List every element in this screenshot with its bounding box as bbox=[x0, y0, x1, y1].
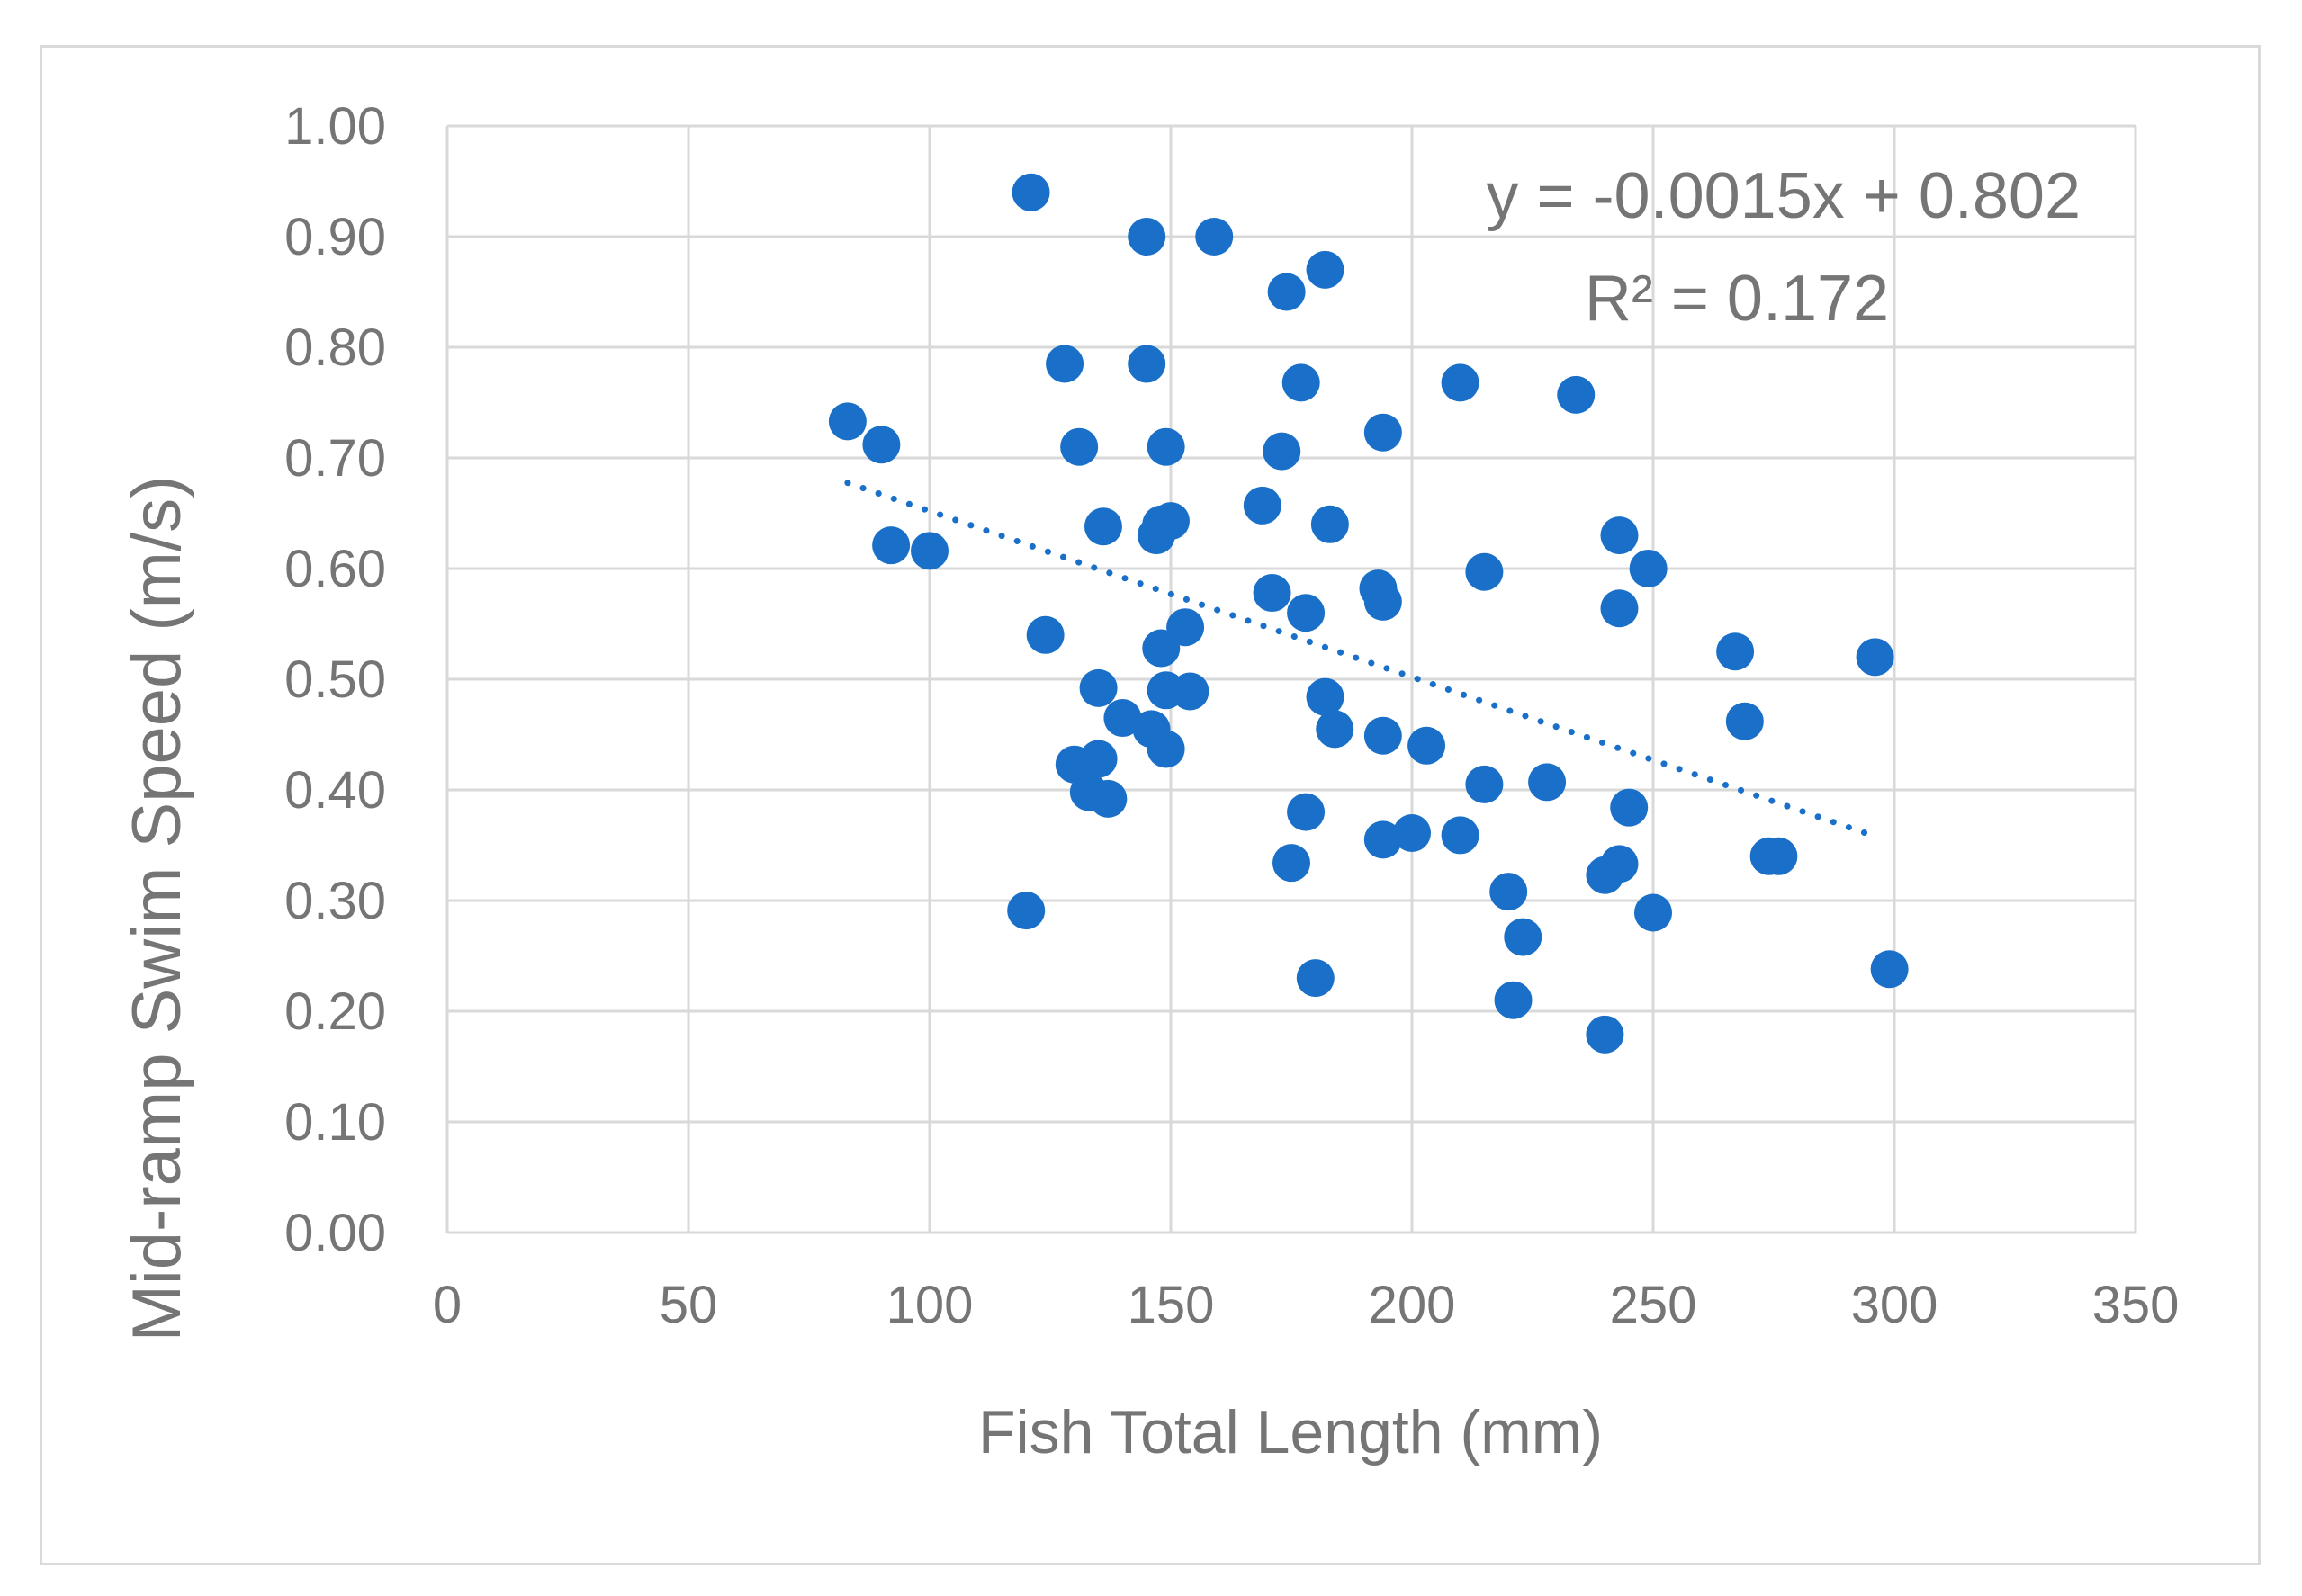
data-point bbox=[1600, 516, 1639, 555]
data-point bbox=[1287, 594, 1326, 632]
data-point bbox=[1363, 820, 1402, 859]
y-tick-label: 0.70 bbox=[284, 429, 386, 488]
y-tick-label: 0.20 bbox=[284, 982, 386, 1041]
data-point bbox=[1489, 873, 1528, 911]
x-tick-label: 0 bbox=[433, 1276, 462, 1334]
data-point bbox=[1137, 516, 1175, 555]
data-point bbox=[1084, 507, 1122, 546]
data-point bbox=[1316, 710, 1354, 749]
gridlines bbox=[445, 124, 2137, 1234]
data-point bbox=[1586, 856, 1624, 894]
data-point bbox=[1089, 779, 1128, 818]
data-point bbox=[1586, 1015, 1624, 1054]
r-squared-label: R² = 0.172 bbox=[1585, 263, 1889, 335]
data-point bbox=[1171, 672, 1209, 711]
x-tick-label: 350 bbox=[2092, 1276, 2180, 1334]
data-point bbox=[1716, 632, 1755, 671]
data-point bbox=[1759, 837, 1798, 875]
data-point bbox=[1465, 552, 1504, 591]
data-point bbox=[1363, 582, 1402, 621]
data-point bbox=[1272, 844, 1310, 883]
data-point bbox=[1128, 345, 1166, 383]
data-point bbox=[1046, 345, 1084, 383]
x-axis-title: Fish Total Length (mm) bbox=[978, 1398, 1603, 1466]
trendline bbox=[844, 480, 1879, 840]
y-tick-label: 0.30 bbox=[284, 872, 386, 930]
y-tick-label: 0.40 bbox=[284, 761, 386, 820]
y-tick-label: 1.00 bbox=[284, 97, 386, 156]
data-points bbox=[828, 173, 1909, 1054]
data-point bbox=[1079, 668, 1118, 707]
y-tick-label: 0.50 bbox=[284, 650, 386, 709]
x-tick-label: 200 bbox=[1369, 1276, 1456, 1334]
y-tick-label: 0.60 bbox=[284, 540, 386, 598]
data-point bbox=[1103, 699, 1142, 738]
data-point bbox=[1557, 375, 1596, 414]
x-tick-label: 50 bbox=[660, 1276, 718, 1334]
x-tick-label: 150 bbox=[1128, 1276, 1215, 1334]
data-point bbox=[1026, 615, 1065, 654]
data-point bbox=[1147, 427, 1185, 466]
data-point bbox=[872, 526, 911, 565]
y-tick-label: 0.80 bbox=[284, 318, 386, 377]
data-point bbox=[1870, 950, 1909, 989]
data-point bbox=[1012, 173, 1050, 211]
data-point bbox=[1634, 893, 1672, 932]
data-point bbox=[1494, 981, 1533, 1019]
data-point bbox=[1253, 574, 1291, 613]
data-point bbox=[1310, 505, 1349, 543]
trendline-equation: y = -0.0015x + 0.802 bbox=[1487, 160, 2081, 232]
chart-frame bbox=[40, 45, 2261, 1565]
data-point bbox=[1363, 716, 1402, 755]
data-point bbox=[1079, 740, 1118, 778]
data-point bbox=[828, 402, 867, 441]
data-point bbox=[1128, 218, 1166, 256]
data-point bbox=[1267, 273, 1306, 311]
data-point bbox=[1363, 413, 1402, 452]
y-tick-label: 0.00 bbox=[284, 1204, 386, 1262]
data-point bbox=[1281, 363, 1320, 402]
data-point bbox=[1629, 550, 1668, 587]
data-point bbox=[1263, 432, 1301, 471]
data-point bbox=[1600, 589, 1639, 628]
x-tick-label: 100 bbox=[886, 1276, 974, 1334]
data-point bbox=[1147, 730, 1185, 768]
x-tick-label: 300 bbox=[1851, 1276, 1938, 1334]
data-point bbox=[1243, 486, 1281, 525]
data-point bbox=[1725, 702, 1764, 740]
x-tick-label: 250 bbox=[1610, 1276, 1697, 1334]
tick-labels: 0 50 100 150 200 250 300 350 0.00 0.10 0.20 0.30 0.4… bbox=[284, 97, 2179, 1334]
data-point bbox=[1287, 793, 1326, 831]
trendline-group bbox=[844, 480, 1879, 840]
data-point bbox=[1610, 788, 1649, 827]
y-tick-label: 0.10 bbox=[284, 1093, 386, 1152]
data-point bbox=[1528, 763, 1567, 802]
y-axis-title: Mid-ramp Swim Speed (m/s) bbox=[119, 476, 195, 1342]
data-point bbox=[1393, 813, 1431, 852]
data-point bbox=[1306, 250, 1344, 289]
data-point bbox=[1856, 638, 1894, 677]
data-point bbox=[862, 426, 901, 464]
data-point bbox=[1441, 363, 1479, 402]
data-point bbox=[1441, 816, 1479, 855]
data-point bbox=[1465, 765, 1504, 803]
data-point bbox=[1060, 427, 1099, 466]
data-point bbox=[1195, 218, 1234, 256]
data-point bbox=[1306, 677, 1344, 716]
y-tick-label: 0.90 bbox=[284, 208, 386, 266]
data-point bbox=[1296, 959, 1335, 998]
data-point bbox=[911, 532, 949, 570]
data-point bbox=[1504, 918, 1542, 956]
data-point bbox=[1142, 629, 1181, 668]
data-point bbox=[1407, 726, 1446, 765]
data-point bbox=[1007, 892, 1046, 930]
